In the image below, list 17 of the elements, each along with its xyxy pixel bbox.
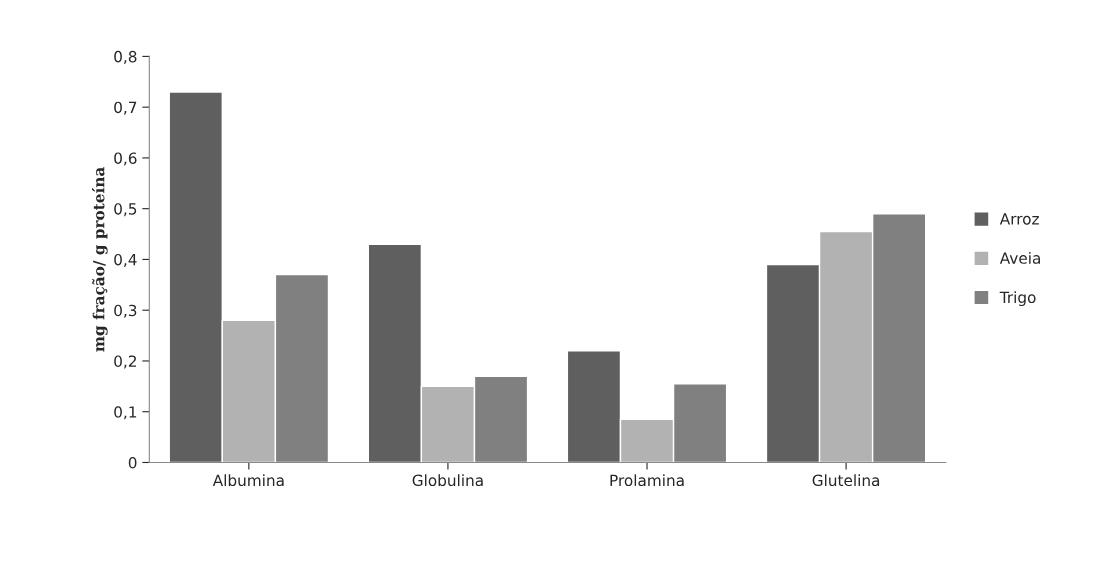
y-tick-label: 0,3 [114, 304, 137, 318]
y-tick-label: 0,4 [114, 253, 137, 268]
x-tick-label: Albumina [212, 474, 284, 487]
legend-label: Trigo [999, 291, 1036, 307]
y-axis-title: mg fração/ g proteína [92, 167, 108, 352]
x-tick-label: Glutelina [812, 474, 880, 487]
y-tick-label: 0,6 [114, 152, 137, 166]
y-tick-label: 0,7 [114, 101, 137, 115]
y-tick-label: 0,2 [114, 355, 136, 369]
y-tick-label: 0 [128, 456, 137, 469]
legend-label: Arroz [999, 213, 1039, 225]
y-tick-label: 0,5 [114, 203, 137, 217]
y-tick-label: 0,8 [114, 50, 137, 64]
y-tick-label: 0,1 [114, 406, 137, 420]
x-tick-label: Globulina [412, 474, 483, 487]
x-tick-label: Prolamina [610, 474, 684, 487]
legend-label: Aveia [999, 252, 1040, 264]
